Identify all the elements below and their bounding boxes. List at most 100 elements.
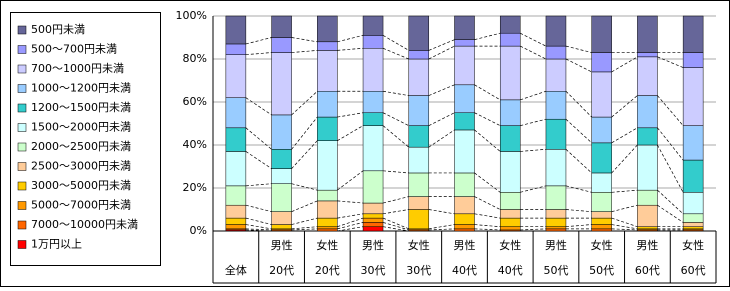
bar-segment [545,228,567,232]
bar-segment [317,91,338,118]
bar-segment [454,213,475,225]
connector-line [245,97,272,116]
connector-line [291,90,318,116]
connector-line [611,224,638,230]
bar-segment [408,95,430,126]
legend-swatch [17,220,27,230]
connector-line [611,189,638,193]
legend-label: 700～1000円未満 [31,62,124,75]
bar-segment [362,112,384,126]
bar-segment [408,172,430,197]
connector-line [245,151,272,169]
legend-swatch [17,64,27,74]
bar-segment [591,71,612,118]
y-tick-label: 20% [183,181,207,194]
bar-segment [591,224,612,230]
x-tick-label: 女性 [408,238,430,252]
bar-segment [362,213,384,219]
bar-segment [408,58,430,96]
bar-segment [317,226,338,230]
y-tick-label: 0% [190,224,207,237]
connector-line [565,209,592,212]
bar-segment [591,217,612,225]
connector-line [474,213,501,219]
bar-segment [408,15,430,51]
connector-line [520,148,546,152]
bar-segment [637,144,658,191]
bar-segment [225,15,247,45]
connector-line [565,149,592,174]
bar-segment [591,172,612,193]
legend-swatch [17,25,27,35]
legend-label: 1200～1500円未満 [31,101,131,114]
bar-segment [362,226,384,232]
bar-segment [682,15,704,53]
bar-segment [317,116,338,141]
connector-line [337,200,364,204]
connector-line [565,224,592,228]
legend-label: 3000～5000円未満 [31,179,131,192]
bar-segment [499,15,521,34]
bar-segment [499,99,521,126]
bar-segment [408,146,430,174]
connector-line [382,222,409,231]
connector-line [520,185,547,193]
connector-line [245,52,272,56]
connector-line [382,226,409,232]
connector-line [474,32,501,40]
bar-segment [545,58,567,92]
legend-swatch [17,240,27,249]
legend-swatch [17,181,27,191]
connector-line [428,224,455,230]
bar-segment [682,222,704,227]
x-tick-label: 50代 [589,264,614,277]
connector-line [245,217,272,225]
connector-line [382,196,409,204]
bar-segment [591,142,612,174]
connector-line [291,226,318,230]
bar-segment [682,192,704,215]
legend-label: 1000～1200円未満 [31,82,131,95]
bar-segment [317,41,338,51]
connector-line [245,37,272,45]
connector-line [520,118,547,126]
bar-segment [271,52,292,116]
bar-segment [499,151,521,193]
connector-line [565,185,592,193]
bar-segment [499,45,521,101]
bar-segment [545,91,567,120]
bar-segment [637,15,658,53]
connector-line [337,47,364,51]
connector-line [428,228,455,231]
x-tick-label: 男性 [545,238,567,252]
connector-line [291,228,318,231]
bar-segment [271,224,292,230]
x-tick-label: 60代 [635,264,660,277]
connector-line [657,127,684,161]
bar-segment [545,226,567,230]
connector-line [245,127,272,150]
bar-segment [637,127,658,146]
bar-segment [545,118,567,150]
connector-line [565,118,592,144]
y-tick-label: 100% [176,9,207,22]
bar-segment [317,140,338,191]
bar-segment [499,209,521,219]
bar-segment [317,15,338,43]
bar-segment [317,50,338,92]
bar-segment [362,170,384,204]
bar-segment [362,91,384,113]
bar-segment [454,84,475,114]
legend-swatch [17,123,27,132]
connector-line [291,50,318,53]
bar-segment [408,50,430,60]
bar-segment [317,189,338,202]
bar-segment [225,43,247,55]
bar-segment [591,192,612,212]
bar-segment [545,209,567,219]
connector-line [291,217,318,225]
bar-segment [499,226,521,231]
x-tick-label: 全体 [225,263,247,277]
connector-line [520,228,546,231]
